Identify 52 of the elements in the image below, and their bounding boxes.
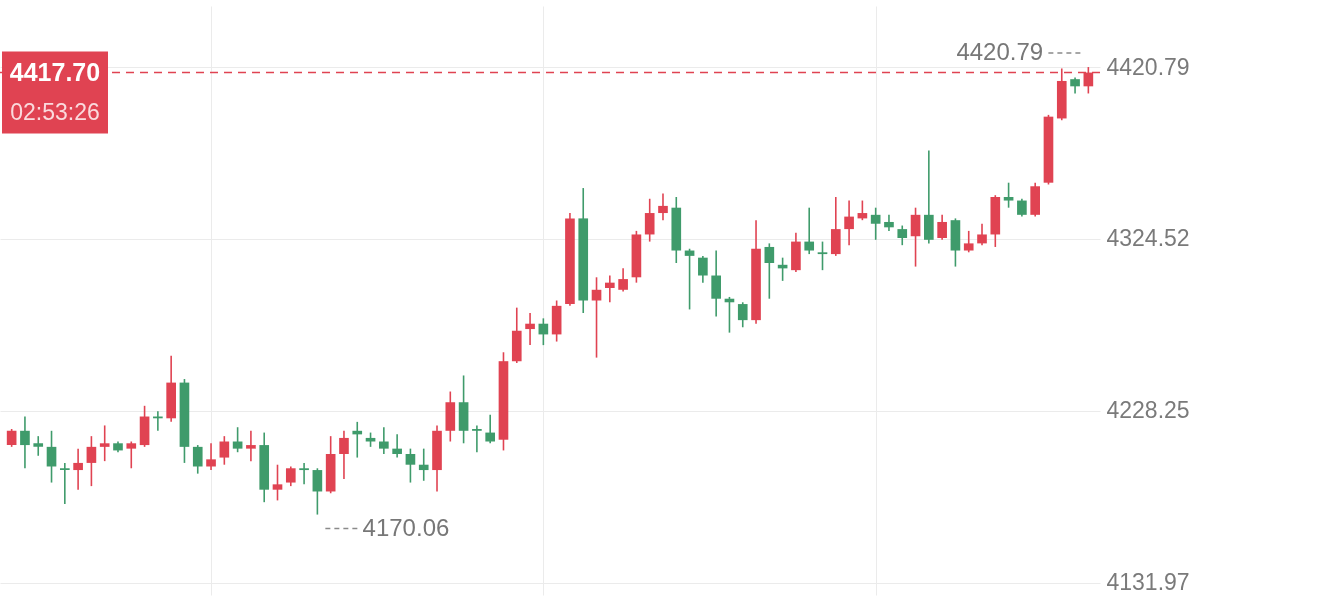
annotation: 02:53:26: [10, 98, 100, 125]
candlestick: [99, 424, 110, 462]
candlestick: [963, 230, 974, 254]
candlestick: [897, 224, 908, 246]
candlestick: [737, 301, 748, 329]
candlestick: [618, 267, 628, 293]
ref-line-label: 4417.70: [9, 57, 101, 86]
candlestick: [604, 274, 615, 304]
candlestick: [312, 467, 323, 516]
candlestick: [591, 276, 602, 359]
candlestick: [59, 462, 70, 505]
candlestick: [485, 413, 496, 445]
candlestick: [644, 197, 655, 243]
candlestick: [126, 440, 137, 470]
candlestick: [804, 206, 815, 255]
candlestick: [73, 447, 83, 491]
annotation: 4170.06: [362, 513, 450, 541]
y-tick-label: 4420.79: [1106, 53, 1190, 80]
candlestick: [1003, 181, 1014, 209]
annotation: 4420.79: [956, 38, 1044, 66]
candlestick: [379, 426, 389, 455]
candlestick: [418, 447, 429, 482]
candlestick: [698, 255, 708, 284]
candlestick: [246, 429, 256, 462]
candlestick: [405, 447, 416, 484]
candlestick: [232, 426, 243, 454]
candlestick: [33, 435, 44, 457]
candlestick: [392, 433, 402, 459]
candlestick: [817, 240, 828, 271]
candlestick: [525, 312, 535, 346]
candlestick: [206, 442, 216, 471]
candlestick: [711, 249, 721, 318]
candlestick: [299, 462, 309, 486]
candlestick: [472, 424, 482, 454]
candlestick: [86, 435, 97, 487]
candlestick: [870, 206, 881, 241]
candlestick: [219, 435, 230, 466]
candlestick: [764, 242, 775, 300]
y-tick-label: 4131.97: [1106, 569, 1190, 596]
candlestick: [977, 222, 987, 246]
candlestick: [20, 415, 30, 470]
candlestick: [46, 429, 57, 484]
candlestick: [192, 444, 203, 475]
candlestick: [658, 192, 668, 221]
candlestick: [272, 463, 283, 502]
candlestick: [937, 214, 947, 241]
candlestick: [844, 199, 854, 246]
y-tick-label: 4324.52: [1106, 225, 1190, 252]
candlestick: [339, 429, 349, 480]
candlestick: [910, 206, 921, 268]
y-tick-label: 4228.25: [1106, 397, 1190, 424]
candlestick: [285, 465, 296, 487]
